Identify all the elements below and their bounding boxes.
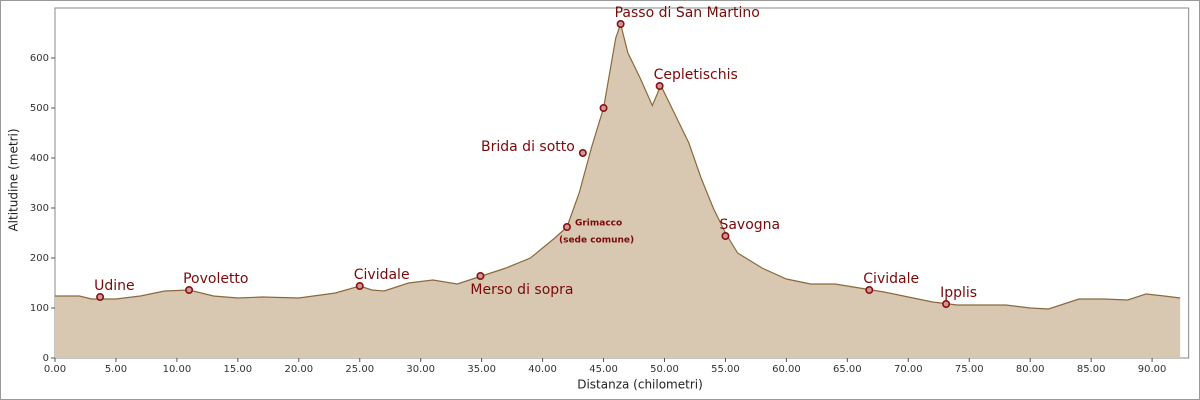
waypoint [355, 281, 364, 290]
y-tick-label: 500 [30, 103, 49, 114]
y-tick-label: 400 [30, 153, 49, 164]
waypoint-label: Merso di sopra [470, 282, 573, 298]
waypoint [655, 82, 664, 91]
x-tick-label: 40.00 [528, 364, 557, 375]
x-axis-title: Distanza (chilometri) [577, 378, 703, 392]
y-tick-label: 200 [30, 253, 49, 264]
x-tick-label: 70.00 [894, 364, 923, 375]
waypoint [476, 271, 485, 280]
y-tick-label: 100 [30, 303, 49, 314]
y-tick-label: 0 [43, 353, 49, 364]
y-tick-label: 300 [30, 203, 49, 214]
x-tick-label: 30.00 [406, 364, 435, 375]
waypoint [599, 104, 608, 113]
x-tick-label: 0.00 [44, 364, 66, 375]
waypoint-label: Brida di sotto [481, 139, 575, 155]
waypoint-label: Cividale [354, 267, 410, 283]
waypoint [865, 285, 874, 294]
x-tick-label: 35.00 [467, 364, 496, 375]
waypoint-label: Grimacco [575, 219, 622, 229]
waypoint-label: Savogna [719, 217, 780, 233]
waypoint [721, 232, 730, 241]
x-tick-label: 75.00 [955, 364, 984, 375]
x-tick-label: 65.00 [833, 364, 862, 375]
waypoint [616, 19, 625, 28]
y-axis-title: Altitudine (metri) [7, 128, 21, 231]
x-tick-label: 55.00 [711, 364, 740, 375]
x-tick-label: 60.00 [772, 364, 801, 375]
elevation-area [55, 24, 1181, 358]
waypoint-label: Povoletto [183, 271, 248, 287]
waypoint-label: Cepletischis [654, 67, 738, 83]
x-tick-label: 50.00 [650, 364, 679, 375]
x-tick-label: 90.00 [1138, 364, 1167, 375]
waypoint-label: Udine [94, 278, 135, 294]
waypoint [578, 149, 587, 158]
waypoint [942, 299, 951, 308]
x-tick-label: 10.00 [163, 364, 192, 375]
waypoint [185, 285, 194, 294]
y-tick-label: 600 [30, 53, 49, 64]
x-tick-label: 15.00 [224, 364, 253, 375]
waypoint-note: (sede comune) [559, 236, 634, 246]
x-tick-label: 5.00 [105, 364, 127, 375]
x-tick-label: 25.00 [345, 364, 374, 375]
waypoint-label: Passo di San Martino [615, 5, 760, 21]
waypoint [562, 223, 571, 232]
waypoint-label: Ipplis [940, 285, 977, 301]
elevation-line [55, 21, 1181, 310]
waypoint-label: Cividale [863, 271, 919, 287]
x-tick-label: 45.00 [589, 364, 618, 375]
x-tick-label: 85.00 [1077, 364, 1106, 375]
waypoint [96, 292, 105, 301]
x-tick-label: 20.00 [284, 364, 313, 375]
x-tick-label: 80.00 [1016, 364, 1045, 375]
